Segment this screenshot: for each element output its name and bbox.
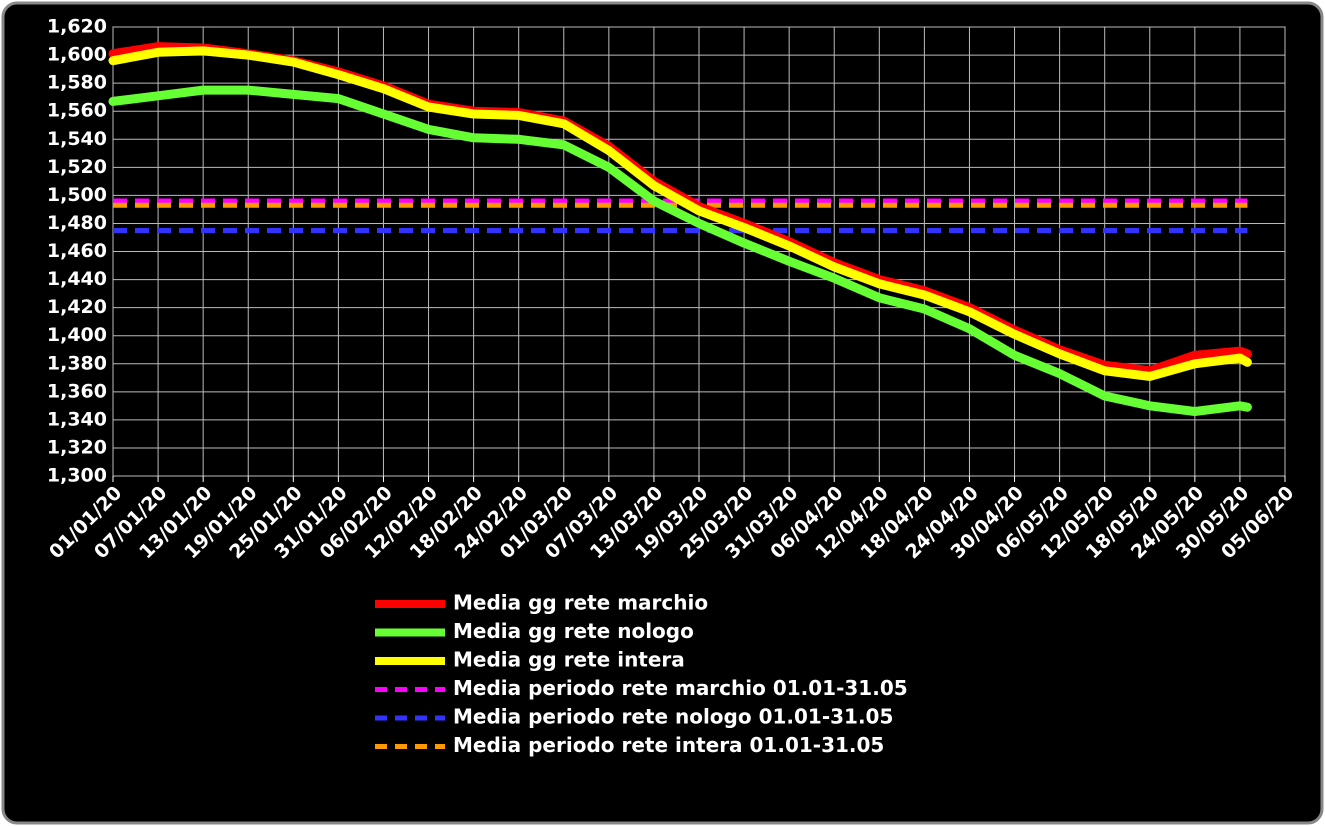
y-tick-label: 1,440 (47, 268, 107, 290)
y-tick-label: 1,300 (47, 465, 107, 487)
y-tick-label: 1,480 (47, 212, 107, 234)
legend-label: Media gg rete nologo (453, 619, 694, 643)
y-tick-label: 1,500 (47, 184, 107, 206)
legend-label: Media periodo rete nologo 01.01-31.05 (453, 705, 893, 729)
y-tick-label: 1,320 (47, 436, 107, 458)
legend-label: Media gg rete marchio (453, 591, 708, 615)
data-line (108, 46, 1252, 381)
legend-label: Media periodo rete intera 01.01-31.05 (453, 733, 884, 757)
y-tick-label: 1,400 (47, 324, 107, 346)
data-line (108, 85, 1252, 416)
y-tick-label: 1,580 (47, 72, 107, 94)
y-tick-label: 1,420 (47, 296, 107, 318)
legend-label: Media gg rete intera (453, 648, 685, 672)
y-tick-label: 1,600 (47, 44, 107, 66)
y-tick-label: 1,560 (47, 100, 107, 122)
y-tick-label: 1,380 (47, 352, 107, 374)
legend-label: Media periodo rete marchio 01.01-31.05 (453, 676, 908, 700)
y-tick-label: 1,620 (47, 16, 107, 38)
y-tick-label: 1,340 (47, 408, 107, 430)
y-tick-label: 1,460 (47, 240, 107, 262)
y-tick-label: 1,540 (47, 128, 107, 150)
y-tick-label: 1,360 (47, 380, 107, 402)
y-tick-label: 1,520 (47, 156, 107, 178)
